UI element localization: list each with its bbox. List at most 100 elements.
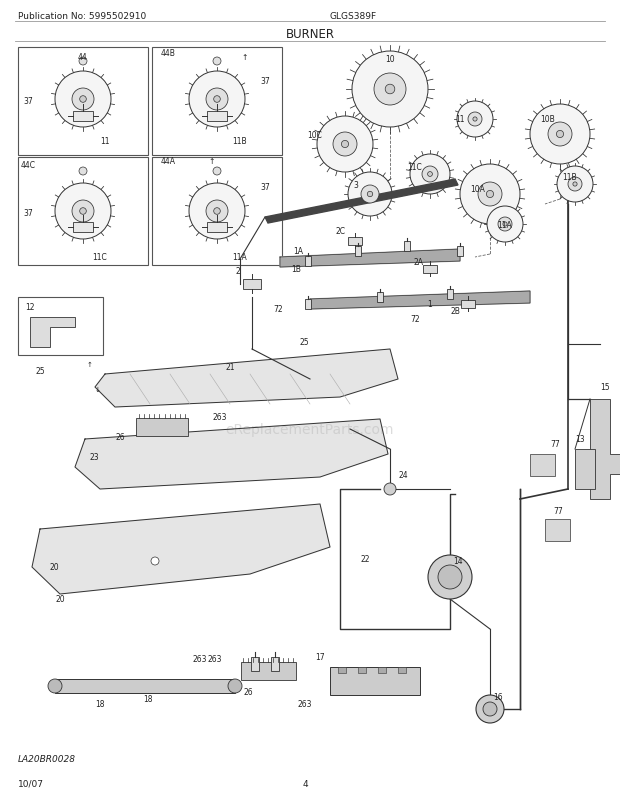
Text: 10: 10 — [385, 55, 395, 64]
Text: 18: 18 — [95, 699, 105, 709]
Text: 11A: 11A — [497, 221, 511, 229]
Circle shape — [213, 58, 221, 66]
Text: 11B: 11B — [232, 137, 247, 146]
Text: 11: 11 — [455, 115, 465, 124]
Polygon shape — [30, 318, 75, 347]
Text: 263: 263 — [193, 654, 207, 664]
Circle shape — [573, 183, 577, 187]
Bar — [18, 48, 148, 156]
Circle shape — [214, 96, 220, 103]
Bar — [207, 223, 227, 233]
Text: 12: 12 — [25, 303, 35, 312]
Bar — [330, 667, 420, 695]
Text: 20: 20 — [50, 563, 60, 572]
Polygon shape — [95, 350, 398, 407]
Circle shape — [457, 102, 493, 138]
Text: 1A: 1A — [293, 247, 303, 256]
Text: 2C: 2C — [335, 227, 345, 237]
Circle shape — [189, 184, 245, 240]
Bar — [423, 265, 437, 273]
Circle shape — [468, 113, 482, 127]
Circle shape — [72, 89, 94, 111]
Bar — [404, 242, 410, 252]
Text: ↑: ↑ — [242, 54, 248, 63]
Circle shape — [189, 72, 245, 128]
Text: 77: 77 — [553, 507, 563, 516]
Text: 26: 26 — [115, 433, 125, 442]
Bar — [18, 158, 148, 265]
Text: 263: 263 — [208, 654, 222, 664]
Circle shape — [72, 200, 94, 223]
Text: 37: 37 — [23, 97, 33, 107]
Text: 16: 16 — [493, 693, 503, 702]
Circle shape — [503, 223, 507, 227]
Text: 2: 2 — [236, 267, 241, 276]
Circle shape — [361, 186, 379, 204]
Text: 37: 37 — [260, 78, 270, 87]
Circle shape — [348, 172, 392, 217]
Bar — [305, 257, 311, 266]
Circle shape — [352, 52, 428, 128]
Text: 13: 13 — [575, 435, 585, 444]
Circle shape — [333, 133, 357, 157]
Text: 10C: 10C — [308, 131, 322, 140]
Circle shape — [428, 555, 472, 599]
Text: 72: 72 — [273, 305, 283, 314]
Bar — [575, 449, 595, 489]
Text: Publication No: 5995502910: Publication No: 5995502910 — [18, 12, 146, 21]
Circle shape — [48, 679, 62, 693]
Bar — [338, 667, 346, 673]
Text: LA20BR0028: LA20BR0028 — [18, 754, 76, 763]
Bar — [461, 301, 475, 309]
Circle shape — [498, 217, 512, 232]
Circle shape — [487, 191, 494, 198]
Circle shape — [228, 679, 242, 693]
Text: 14: 14 — [453, 557, 463, 565]
Text: 25: 25 — [300, 338, 309, 347]
Circle shape — [478, 183, 502, 207]
Bar — [55, 679, 235, 693]
Text: 4: 4 — [302, 779, 308, 788]
Circle shape — [438, 565, 462, 589]
Text: 263: 263 — [213, 413, 228, 422]
Circle shape — [317, 117, 373, 172]
Bar — [530, 455, 555, 476]
Circle shape — [384, 484, 396, 496]
Circle shape — [79, 58, 87, 66]
Text: 72: 72 — [410, 315, 420, 324]
Text: 44: 44 — [78, 52, 88, 62]
Text: 263: 263 — [298, 699, 312, 709]
Circle shape — [79, 168, 87, 176]
Circle shape — [487, 207, 523, 243]
Circle shape — [55, 72, 111, 128]
Circle shape — [422, 167, 438, 183]
Circle shape — [556, 132, 564, 139]
Bar — [152, 48, 282, 156]
Polygon shape — [280, 249, 460, 268]
Text: 37: 37 — [23, 209, 33, 218]
Text: 3: 3 — [353, 180, 358, 189]
Circle shape — [214, 209, 220, 215]
Bar — [358, 667, 366, 673]
Text: 1B: 1B — [291, 265, 301, 274]
Text: 21: 21 — [225, 363, 235, 372]
Text: 11A: 11A — [232, 253, 247, 262]
Bar — [18, 298, 103, 355]
Circle shape — [557, 167, 593, 203]
Circle shape — [483, 702, 497, 716]
Text: 18: 18 — [143, 695, 153, 703]
Text: BURNER: BURNER — [285, 28, 335, 41]
Circle shape — [530, 105, 590, 164]
Bar — [136, 419, 188, 436]
Text: 26: 26 — [243, 687, 253, 697]
Circle shape — [410, 155, 450, 195]
Bar — [545, 520, 570, 541]
Text: 44C: 44C — [20, 161, 35, 170]
Text: 11B: 11B — [562, 173, 577, 182]
Text: ↑: ↑ — [209, 157, 215, 166]
Polygon shape — [75, 419, 388, 489]
Bar — [73, 111, 93, 122]
Circle shape — [460, 164, 520, 225]
Circle shape — [206, 200, 228, 223]
Bar — [377, 293, 383, 302]
